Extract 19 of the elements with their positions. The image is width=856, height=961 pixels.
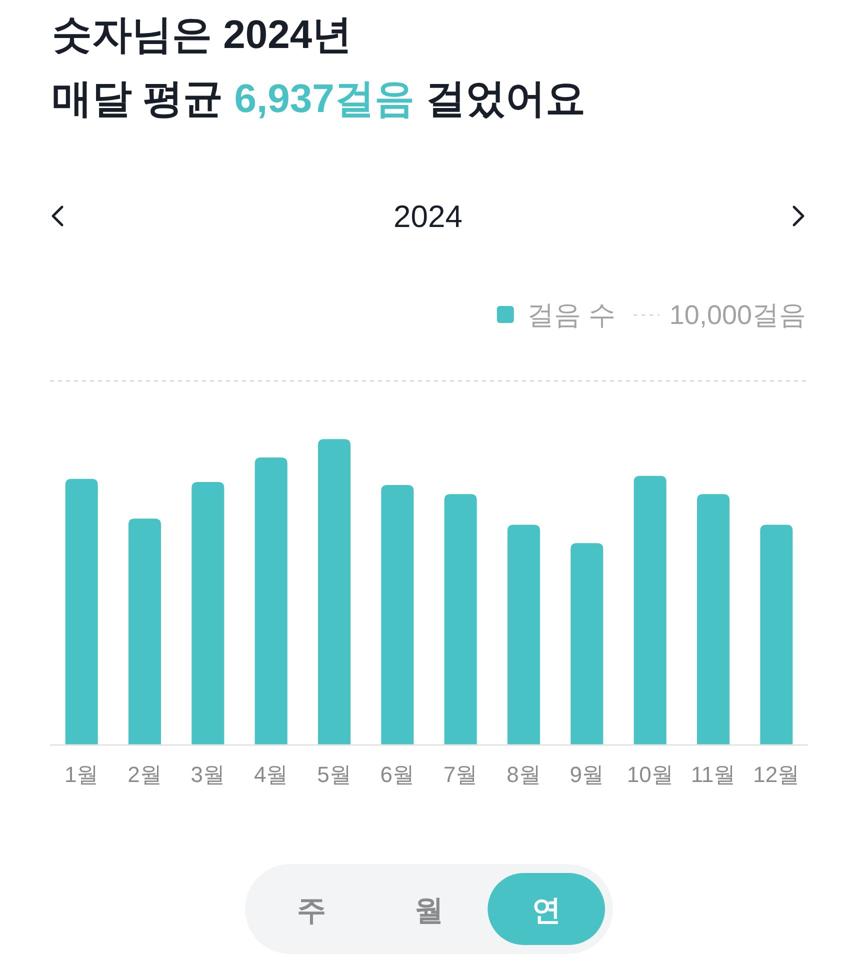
x-tick-label: 8월 [506, 762, 541, 787]
x-tick-label: 6월 [380, 762, 415, 787]
x-tick-label: 11월 [690, 762, 736, 787]
x-tick-label: 9월 [570, 762, 604, 787]
x-tick-label: 12월 [753, 762, 800, 787]
text: 월 [414, 895, 444, 927]
x-tick-label: 10월 [626, 762, 674, 787]
x-tick-label: 2월 [128, 762, 162, 787]
legend-label: 걸음 수 [526, 300, 616, 330]
x-tick-label: 4월 [254, 762, 288, 787]
x-tick-label: 5월 [317, 762, 352, 787]
x-tick-label: 7월 [443, 762, 478, 787]
x-tick-label: 3월 [190, 762, 226, 787]
legend-label: 10,000걸음 [669, 300, 806, 330]
chart-subtitle: 2024 [394, 199, 462, 234]
text: 연 [532, 895, 561, 927]
chart-title: 숫자님은 2024년 매달 평균 6,937걸음 걸었어요 [52, 13, 586, 121]
x-tick-label: 1월 [64, 762, 99, 787]
text: 주 [297, 895, 326, 927]
